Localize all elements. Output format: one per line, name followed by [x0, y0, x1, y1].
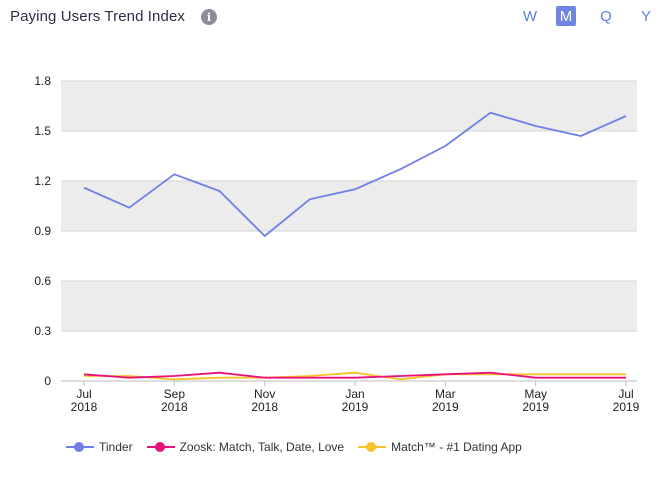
period-button-week[interactable]: W	[522, 7, 538, 25]
y-tick-label: 1.8	[34, 74, 51, 88]
y-tick-label: 1.5	[34, 124, 51, 138]
y-tick-label: 0.6	[34, 274, 51, 288]
y-tick-label: 0.9	[34, 224, 51, 238]
series-line-match	[84, 371, 626, 381]
x-tick-label-month: Jul	[618, 387, 633, 401]
legend-swatch-match	[358, 441, 387, 453]
series-line-zoosk	[83, 371, 626, 379]
period-button-year[interactable]: Y	[640, 7, 651, 25]
x-tick-label-month: Jul	[76, 387, 91, 401]
legend-label-tinder: Tinder	[99, 440, 133, 454]
series-line-tinder	[83, 111, 627, 237]
x-tick-label-month: Jan	[345, 387, 364, 401]
x-tick-label-year: 2018	[251, 400, 278, 414]
line-chart: 00.30.60.91.21.51.8Jul2018Sep2018Nov2018…	[34, 74, 640, 414]
legend-item-match[interactable]: Match™ - #1 Dating App	[358, 440, 522, 454]
info-icon[interactable]: i	[201, 9, 217, 25]
legend-label-match: Match™ - #1 Dating App	[391, 440, 522, 454]
legend-swatch-tinder	[66, 441, 94, 453]
x-tick-label-month: Nov	[254, 387, 275, 401]
chart-title: Paying Users Trend Index	[10, 8, 185, 25]
x-tick-label-month: Mar	[435, 387, 456, 401]
plot-band	[61, 181, 637, 231]
y-tick-label: 0.3	[34, 324, 51, 338]
y-tick-label: 0	[44, 374, 51, 388]
plot-band	[61, 231, 637, 281]
x-tick-label-year: 2019	[432, 400, 459, 414]
x-tick-label-month: Sep	[164, 387, 186, 401]
chart-legend: Tinder Zoosk: Match, Talk, Date, Love Ma…	[66, 440, 536, 454]
legend-swatch-zoosk	[146, 441, 175, 453]
legend-label-zoosk: Zoosk: Match, Talk, Date, Love	[179, 440, 345, 454]
legend-item-tinder[interactable]: Tinder	[66, 440, 133, 454]
plot-band	[61, 81, 637, 131]
x-tick-label-year: 2018	[71, 400, 98, 414]
x-tick-label-year: 2019	[522, 400, 549, 414]
plot-band	[61, 281, 637, 331]
x-tick-label-year: 2019	[342, 400, 369, 414]
period-button-quarter[interactable]: Q	[600, 7, 612, 25]
legend-item-zoosk[interactable]: Zoosk: Match, Talk, Date, Love	[146, 440, 345, 454]
x-tick-label-year: 2019	[613, 400, 640, 414]
x-tick-label-year: 2018	[161, 400, 188, 414]
y-tick-label: 1.2	[34, 174, 51, 188]
period-button-month[interactable]: M	[556, 6, 576, 26]
plot-band	[61, 131, 637, 181]
x-tick-label-month: May	[524, 387, 547, 401]
